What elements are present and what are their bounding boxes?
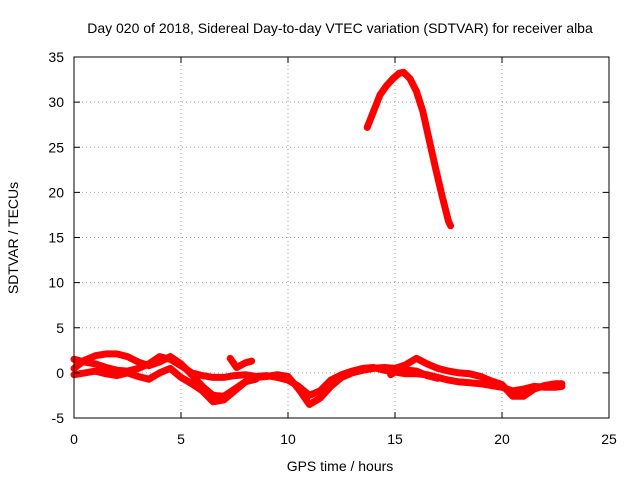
x-tick-label: 20	[494, 431, 510, 447]
y-tick-label: -5	[52, 410, 65, 426]
y-tick-label: 35	[48, 49, 64, 65]
x-axis-label: GPS time / hours	[287, 458, 394, 474]
y-tick-label: 5	[56, 320, 64, 336]
y-tick-label: 0	[56, 365, 64, 381]
tick-labels: 0 5 10 15 20 25 -5 0 5 10 15 20 25 30 35	[48, 49, 617, 447]
plot-frame	[73, 56, 610, 419]
series-line-arc-f	[387, 365, 442, 382]
x-tick-label: 0	[70, 431, 78, 447]
y-axis-label: SDTVAR / TECUs	[5, 182, 21, 294]
series-line-arc-a	[70, 353, 566, 399]
y-tick-label: 15	[48, 230, 64, 246]
grid	[74, 57, 609, 418]
series-line-arc-d	[363, 68, 455, 230]
series-line-arc-e	[226, 354, 256, 371]
y-tick-label: 20	[48, 184, 64, 200]
chart-title: Day 020 of 2018, Sidereal Day-to-day VTE…	[87, 20, 593, 36]
x-tick-label: 10	[280, 431, 296, 447]
series-line-arc-c	[70, 354, 566, 408]
data-series-group	[70, 68, 566, 408]
y-tick-label: 25	[48, 139, 64, 155]
x-tick-label: 5	[177, 431, 185, 447]
x-tick-label: 15	[387, 431, 403, 447]
y-tick-label: 30	[48, 94, 64, 110]
y-tick-label: 10	[48, 275, 64, 291]
x-tick-label: 25	[601, 431, 617, 447]
